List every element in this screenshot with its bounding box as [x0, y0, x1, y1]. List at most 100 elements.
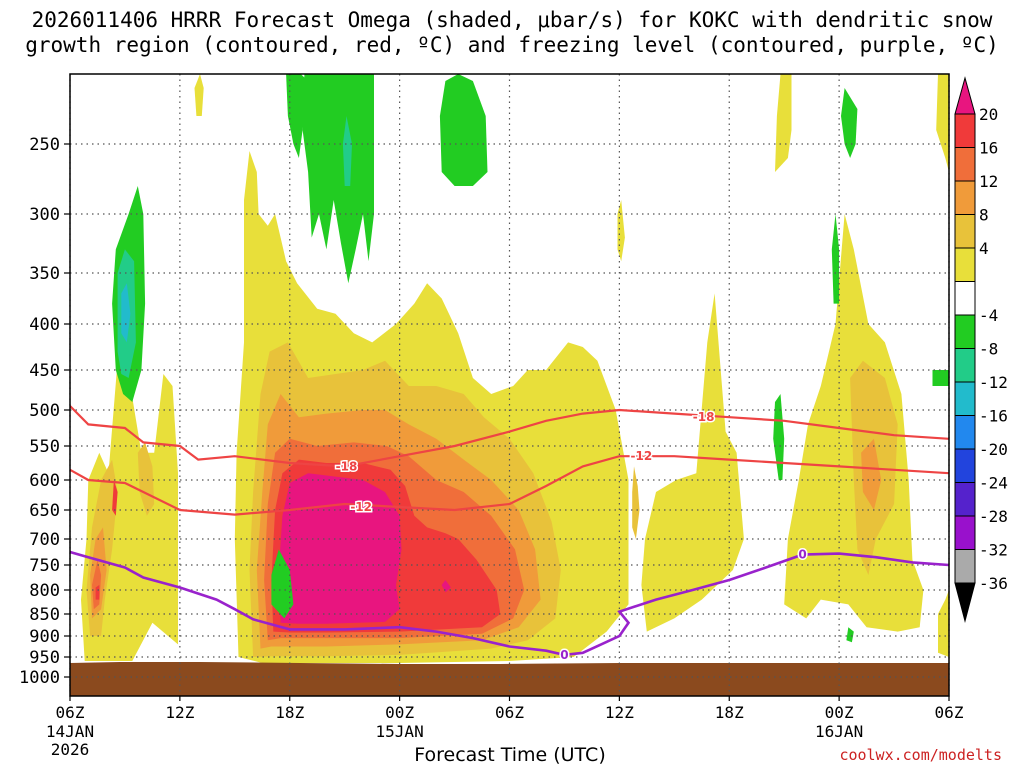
omega-band-0-4	[617, 200, 625, 262]
colorbar-band	[954, 247, 976, 282]
colorbar-band	[954, 515, 976, 550]
y-tick-label: 950	[29, 648, 60, 668]
colorbar-label: -8	[979, 340, 998, 359]
omega-band-neg4-neg8	[286, 74, 309, 158]
y-tick-label: 800	[29, 581, 60, 601]
contour-label: -12	[631, 449, 653, 463]
y-tick-label: 350	[29, 264, 60, 284]
colorbar-label: -32	[979, 541, 1008, 560]
omega-band-0-4	[938, 590, 949, 657]
colorbar: 20 16 12 8 4 -4 -8 -12 -16 -20 -24 -28 -32 -36	[954, 76, 1008, 623]
omega-band-0-4	[641, 293, 744, 632]
colorbar-label: -20	[979, 440, 1008, 459]
omega-band-8-12	[861, 438, 882, 510]
x-tick-label: 12Z	[605, 703, 634, 722]
omega-band-0-4	[775, 74, 792, 172]
colorbar-label: -28	[979, 507, 1008, 526]
x-tick-label: 06Z	[495, 703, 524, 722]
omega-band-neg8-neg12	[342, 116, 352, 186]
contour-label: -18	[336, 459, 358, 473]
omega-band-16-20	[95, 585, 100, 600]
y-tick-label: 300	[29, 205, 60, 225]
x-tick-label: 06Z	[935, 703, 964, 722]
y-tick-label: 850	[29, 605, 60, 625]
colorbar-label: -24	[979, 474, 1008, 493]
colorbar-label: 20	[979, 105, 998, 124]
omega-band-neg4-neg8	[831, 214, 840, 304]
contour-line	[70, 405, 949, 468]
x-tick-label: 06Z	[56, 703, 85, 722]
y-tick-label: 1000	[19, 668, 60, 688]
omega-band-above-20	[441, 580, 451, 593]
colorbar-band	[954, 113, 976, 148]
contour-label: -18	[693, 410, 715, 424]
omega-band-neg4-neg8	[271, 549, 294, 619]
contour-line	[70, 550, 949, 657]
colorbar-label: 4	[979, 239, 989, 258]
contour-label: 0	[560, 648, 568, 662]
x-date-label: 16JAN	[815, 722, 863, 741]
colorbar-band	[954, 482, 976, 517]
colorbar-band	[954, 381, 976, 416]
colorbar-top-triangle	[954, 76, 976, 115]
omega-band-neg4-neg8	[302, 74, 374, 284]
y-axis: 2503003504004505005506006507007508008509…	[19, 135, 70, 688]
x-tick-label: 00Z	[385, 703, 414, 722]
colorbar-label: -36	[979, 574, 1008, 593]
omega-band-4-8	[632, 466, 640, 539]
colorbar-band	[954, 180, 976, 215]
y-tick-label: 400	[29, 315, 60, 335]
credit-text: coolwx.com/modelts	[839, 746, 1002, 764]
colorbar-label: -4	[979, 306, 998, 325]
colorbar-label: -16	[979, 407, 1008, 426]
y-tick-label: 750	[29, 556, 60, 576]
omega-band-0-4	[194, 74, 204, 116]
x-tick-label: 18Z	[275, 703, 304, 722]
omega-band-neg12-neg16	[121, 283, 131, 343]
colorbar-label: 16	[979, 139, 998, 158]
y-tick-label: 700	[29, 530, 60, 550]
contour-label: -12	[350, 500, 372, 514]
colorbar-band	[954, 448, 976, 483]
y-tick-label: 900	[29, 627, 60, 647]
x-date-label: 14JAN	[46, 722, 94, 741]
colorbar-bottom-triangle	[954, 582, 976, 623]
omega-band-0-4	[936, 74, 949, 172]
omega-shading	[70, 74, 949, 696]
x-tick-label: 18Z	[715, 703, 744, 722]
omega-band-neg4-neg8	[841, 88, 858, 158]
omega-band-neg4-neg8	[773, 394, 785, 480]
colorbar-label: -12	[979, 373, 1008, 392]
y-tick-label: 450	[29, 361, 60, 381]
x-axis-title: Forecast Time (UTC)	[414, 744, 606, 766]
colorbar-label: 12	[979, 172, 998, 191]
colorbar-band	[954, 147, 976, 182]
y-tick-label: 600	[29, 471, 60, 491]
contour-label: 0	[798, 548, 806, 562]
colorbar-band	[954, 281, 976, 316]
x-tick-label: 12Z	[165, 703, 194, 722]
y-tick-label: 250	[29, 135, 60, 155]
colorbar-label: 8	[979, 206, 989, 225]
contour-lines: -18 -18 -12 -12 0 0	[70, 405, 949, 663]
contour-line	[70, 455, 949, 516]
x-date-label: 15JAN	[376, 722, 424, 741]
x-tick-label: 00Z	[825, 703, 854, 722]
x-year-label: 2026	[51, 740, 90, 759]
omega-band-4-8	[137, 442, 155, 516]
omega-band-neg4-neg8	[846, 627, 854, 643]
omega-band-above-20	[278, 473, 402, 624]
colorbar-band	[954, 314, 976, 349]
y-tick-label: 550	[29, 437, 60, 457]
colorbar-band	[954, 348, 976, 383]
omega-band-neg4-neg8	[439, 74, 488, 186]
y-tick-label: 500	[29, 401, 60, 421]
colorbar-band	[954, 214, 976, 249]
chart-title-line1: 2026011406 HRRR Forecast Omega (shaded, …	[31, 8, 993, 32]
y-tick-label: 650	[29, 501, 60, 521]
chart-title-line2: growth region (contoured, red, ºC) and f…	[25, 33, 999, 57]
omega-band-16-20	[112, 480, 118, 516]
omega-band-neg4-neg8	[932, 370, 949, 386]
